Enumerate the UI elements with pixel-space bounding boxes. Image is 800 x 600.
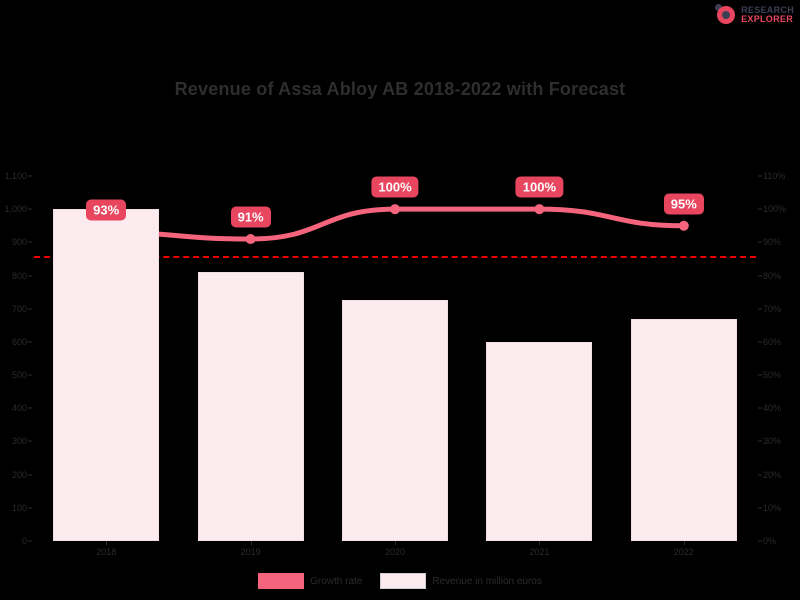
logo-line-1: RESEARCH	[741, 5, 794, 15]
data-label-2019: 91%	[230, 206, 271, 228]
axis-tick-mark	[28, 308, 32, 310]
axis-tick-mark	[758, 540, 762, 542]
axis-tick-mark	[758, 175, 762, 177]
logo-wordmark: RESEARCH EXPLORER	[741, 6, 794, 24]
axis-tick-mark	[28, 341, 32, 343]
axis-tick-mark	[758, 407, 762, 409]
x-axis: 2018 2019 2020 2021 2022	[34, 541, 756, 563]
x-axis-tick-mark	[250, 541, 252, 545]
axis-tick-mark	[758, 507, 762, 509]
axis-tick-mark	[28, 407, 32, 409]
axis-tick-mark	[28, 175, 32, 177]
axis-tick-label: 0%	[763, 536, 777, 546]
reference-line	[34, 255, 756, 258]
axis-tick-label: 600	[11, 336, 27, 347]
x-axis-label-2020: 2020	[384, 547, 406, 557]
logo-line-2: EXPLORER	[741, 14, 794, 24]
axis-tick-label: 50%	[763, 370, 782, 381]
brand-logo: RESEARCH EXPLORER	[715, 4, 794, 26]
bar-2019	[197, 272, 304, 541]
axis-tick-mark	[758, 241, 762, 243]
axis-tick-label: 1,100	[4, 171, 27, 181]
axis-tick-label: 40%	[763, 403, 782, 414]
bar-2022	[630, 318, 737, 541]
axis-tick-mark	[758, 275, 762, 277]
axis-tick-label: 90%	[763, 237, 782, 248]
line-marker-2019	[245, 234, 256, 245]
axis-tick-label: 80%	[763, 270, 782, 281]
axis-tick-mark	[28, 275, 32, 277]
chart-title: Revenue of Assa Abloy AB 2018-2022 with …	[174, 79, 626, 99]
axis-tick-label: 400	[11, 403, 27, 414]
legend-swatch-line	[258, 573, 305, 589]
axis-tick-mark	[758, 374, 762, 376]
bar-2020	[342, 300, 448, 541]
axis-tick-mark	[758, 440, 762, 442]
legend-swatch-bar	[380, 573, 427, 589]
axis-tick-label: 800	[11, 270, 27, 281]
bar-2021	[486, 341, 593, 541]
axis-tick-mark	[28, 241, 32, 243]
x-axis-tick-mark	[539, 541, 541, 545]
axis-tick-label: 1,000	[4, 204, 27, 215]
axis-tick-mark	[758, 208, 762, 210]
axis-tick-label: 70%	[763, 303, 782, 314]
axis-tick-label: 30%	[763, 436, 782, 447]
axis-tick-label: 500	[11, 370, 27, 381]
data-label-2018: 93%	[86, 199, 127, 221]
chart-legend: Growth rate Revenue in million euros	[0, 573, 800, 589]
axis-tick-label: 60%	[763, 336, 782, 347]
line-marker-2021	[534, 204, 545, 215]
x-axis-tick-mark	[106, 541, 108, 545]
y-axis-left: 1,100 1,000 900 800 700 600 500 400 300 200 100 0	[0, 171, 32, 546]
data-label-2020: 100%	[371, 176, 419, 198]
axis-tick-label: 200	[11, 469, 27, 480]
x-axis-label-2022: 2022	[673, 547, 694, 557]
axis-tick-label: 0	[21, 536, 27, 546]
axis-tick-mark	[28, 474, 32, 476]
axis-tick-label: 100%	[763, 204, 787, 215]
axis-tick-mark	[28, 540, 32, 542]
plot-area: 93% 91% 100% 100% 95%	[34, 176, 756, 541]
axis-tick-label: 900	[11, 237, 27, 248]
line-marker-2020	[390, 204, 400, 215]
axis-tick-label: 100	[11, 502, 27, 513]
legend-label: Growth rate	[310, 575, 363, 587]
axis-tick-mark	[758, 341, 762, 343]
legend-label: Revenue in million euros	[432, 575, 542, 587]
data-label-2021: 100%	[515, 176, 564, 198]
axis-tick-mark	[28, 507, 32, 509]
axis-tick-mark	[28, 208, 32, 210]
axis-tick-mark	[758, 308, 762, 310]
axis-tick-label: 700	[11, 303, 27, 314]
axis-tick-mark	[28, 440, 32, 442]
axis-tick-mark	[28, 374, 32, 376]
x-axis-label-2019: 2019	[240, 547, 261, 557]
axis-tick-label: 20%	[763, 469, 782, 480]
legend-item-0[interactable]: Growth rate	[258, 573, 362, 589]
y-axis-right: 110% 100% 90% 80% 70% 60% 50% 40% 30% 20% 10% 0%	[758, 171, 800, 546]
axis-tick-label: 110%	[763, 171, 786, 181]
x-axis-tick-mark	[683, 541, 685, 545]
x-axis-label-2018: 2018	[96, 547, 117, 557]
line-marker-2022	[678, 220, 689, 231]
bar-2018	[53, 209, 160, 541]
axis-tick-mark	[758, 474, 762, 476]
axis-tick-label: 10%	[763, 502, 782, 513]
data-label-2022: 95%	[663, 193, 704, 215]
x-axis-label-2021: 2021	[529, 547, 550, 557]
x-axis-tick-mark	[395, 541, 396, 545]
legend-item-1[interactable]: Revenue in million euros	[380, 573, 542, 589]
axis-tick-label: 300	[11, 436, 27, 447]
logo-mark-icon	[715, 4, 737, 26]
